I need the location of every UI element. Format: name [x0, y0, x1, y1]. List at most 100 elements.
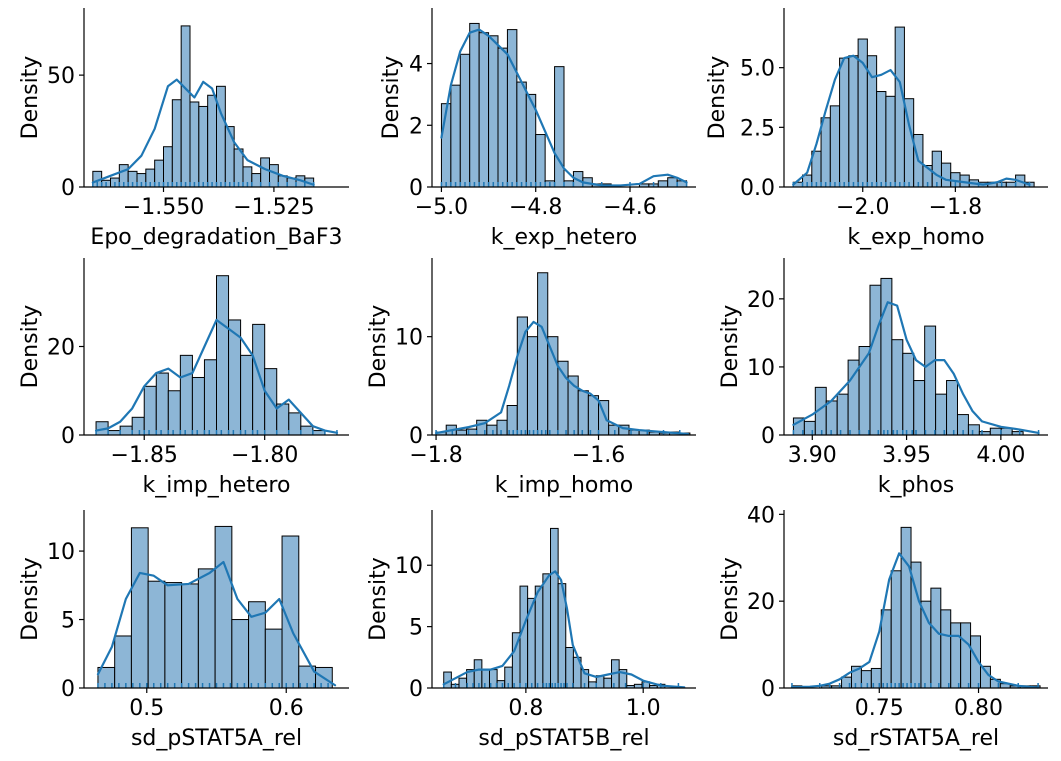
y-tick-label: 0	[409, 677, 423, 702]
histogram-bar	[935, 393, 948, 436]
panel-k-imp-homo: −1.8 −1.6 0 10 k_imp_homo Density	[366, 258, 696, 498]
kde-line	[442, 570, 686, 689]
x-axis-label: k_exp_homo	[847, 225, 984, 250]
histogram-bar	[260, 157, 271, 188]
histogram-bar	[264, 368, 278, 436]
histogram-bar	[885, 95, 896, 188]
histogram-bar	[459, 53, 471, 188]
histogram-bar	[240, 354, 254, 436]
y-tick-label: 10	[395, 326, 423, 351]
y-tick-label: 10	[47, 540, 75, 565]
y-tick-label: 2.5	[740, 116, 775, 141]
histogram-bar	[107, 430, 121, 436]
histogram-bar	[164, 582, 183, 689]
histogram-bar	[940, 609, 952, 689]
histogram-bar	[860, 670, 872, 689]
y-tick-label: 0	[409, 424, 423, 449]
panel-k-exp-hetero: −5.0 −4.8 −4.6 0 2 4 k_exp_hetero Density	[379, 8, 696, 250]
y-tick-label: 5.0	[740, 57, 775, 82]
x-tick-label: 3.95	[882, 443, 931, 468]
x-tick-label: 1.0	[626, 696, 661, 721]
panel-sd-rstat5a-rel: 0.75 0.80 0 20 40 sd_rSTAT5A_rel Density	[718, 503, 1048, 751]
histogram-bar	[803, 420, 816, 436]
histogram-bar	[189, 101, 200, 188]
y-tick-label: 0	[61, 677, 75, 702]
x-tick-label: −4.6	[603, 195, 656, 220]
kde-line	[790, 552, 1040, 689]
histogram-bar	[276, 403, 290, 436]
y-axis-label: Density	[18, 305, 43, 389]
y-tick-label: 2	[409, 114, 423, 139]
histogram-bar	[288, 412, 302, 436]
histogram-bar	[497, 47, 508, 188]
histogram-bar	[496, 419, 508, 436]
histogram-bar	[940, 162, 952, 188]
x-axis-label: k_imp_hetero	[143, 473, 291, 498]
histogram-bar	[179, 354, 193, 436]
kde-line	[434, 320, 689, 436]
y-tick-label: 20	[47, 336, 75, 361]
x-axis-label: sd_pSTAT5B_rel	[478, 726, 649, 751]
histogram-bar	[603, 677, 613, 689]
histogram-bar	[836, 393, 849, 436]
x-tick-label: −2.0	[836, 195, 889, 220]
histogram-bar	[473, 659, 483, 689]
x-tick-label: 4.00	[976, 443, 1025, 468]
histogram-bar	[526, 336, 539, 436]
histogram-bar	[587, 395, 600, 436]
histogram-bar	[829, 105, 841, 188]
histogram-bar	[455, 429, 468, 436]
kde-line	[91, 78, 315, 186]
histogram-bar	[820, 117, 831, 188]
y-axis-label: Density	[18, 557, 43, 641]
kde-line	[96, 560, 337, 687]
histogram-bar	[131, 416, 145, 436]
histogram-bar	[252, 323, 266, 436]
y-tick-label: 0	[61, 424, 75, 449]
histogram-bar	[458, 677, 468, 689]
histogram-bar	[880, 277, 893, 436]
histogram-bar	[848, 55, 859, 188]
histogram-bar	[924, 325, 937, 436]
x-tick-label: 0.5	[129, 696, 164, 721]
histogram-bar	[171, 99, 182, 188]
histogram-bar	[214, 525, 233, 689]
histogram-bar	[191, 376, 205, 436]
kde-line	[440, 28, 688, 187]
histogram-bar	[469, 22, 480, 188]
y-tick-label: 0	[409, 176, 423, 201]
histogram-bar	[143, 385, 157, 436]
histogram-bar	[203, 359, 217, 436]
panel-k-exp-homo: −2.0 −1.8 0.0 2.5 5.0 k_exp_homo Density	[705, 8, 1048, 250]
x-tick-label: −1.85	[111, 443, 178, 468]
histogram-bar	[880, 609, 892, 689]
histogram-bar	[114, 635, 132, 689]
y-axis-label: Density	[718, 557, 743, 641]
histogram-bar	[890, 570, 902, 689]
histogram-bar	[967, 424, 980, 436]
x-tick-label: −1.8	[929, 195, 982, 220]
y-tick-label: 20	[747, 590, 775, 615]
histogram-bar	[147, 580, 166, 689]
x-tick-label: −4.8	[509, 195, 562, 220]
panel-epo-degradation-baf3: −1.550 −1.525 0 50 Epo_degradation_BaF3 Densi…	[18, 8, 349, 250]
histogram-bar	[155, 372, 169, 436]
histogram-bar	[486, 424, 498, 436]
histogram-bar	[216, 275, 230, 436]
kde-line	[94, 318, 339, 434]
histogram-bar	[946, 380, 958, 436]
y-axis-label: Density	[705, 56, 730, 140]
x-axis-label: k_exp_hetero	[491, 225, 638, 250]
histogram-bar	[950, 622, 962, 689]
x-tick-label: −1.525	[233, 195, 314, 220]
histogram-bar	[224, 126, 235, 188]
histogram-bar	[565, 646, 574, 689]
histogram-bar	[167, 390, 181, 436]
histogram-bar	[481, 669, 490, 689]
x-axis-label: sd_rSTAT5A_rel	[833, 726, 999, 751]
y-axis-label: Density	[366, 305, 391, 389]
histogram-bar	[960, 622, 972, 689]
histogram-bar	[519, 585, 529, 689]
histogram-bar	[537, 272, 549, 436]
histogram-bar	[181, 583, 199, 689]
